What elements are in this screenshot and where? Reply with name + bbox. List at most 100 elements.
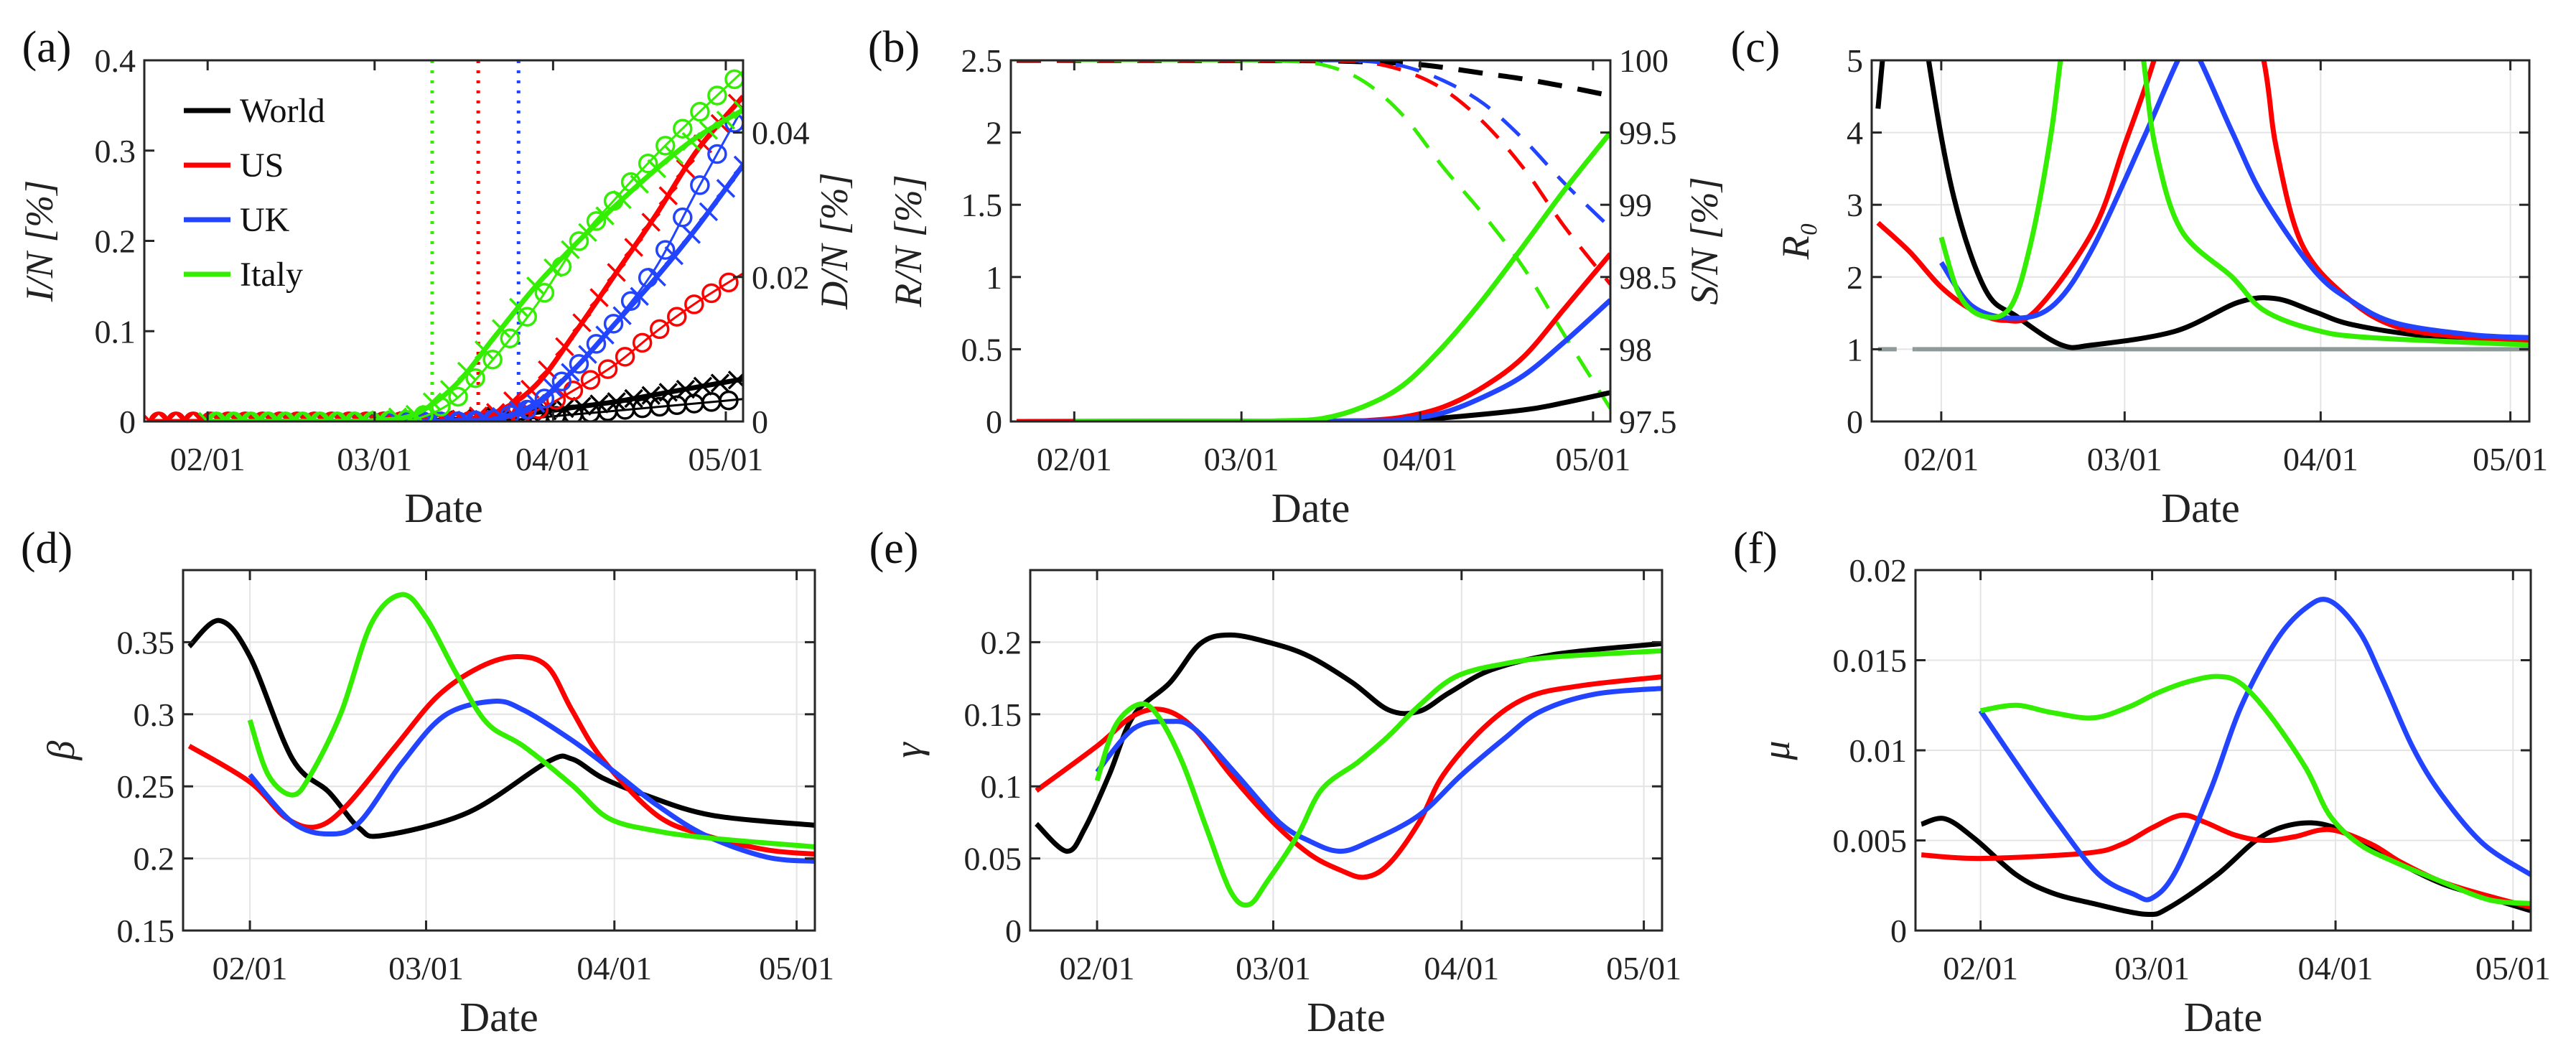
marker-circle-uk [620, 291, 641, 311]
y-tick-label: 0.3 [95, 133, 136, 169]
marker-x-us [572, 313, 592, 332]
series-line-us [149, 95, 743, 421]
marker-circle-us [355, 411, 376, 421]
marker-circle-us [286, 411, 307, 421]
x-tick-label: 04/01 [577, 950, 652, 987]
y2-tick-label: 0.02 [752, 259, 810, 296]
y2-tick-label: 98.5 [1619, 259, 1677, 296]
series-line-uk [1074, 298, 1610, 421]
marker-circle-uk [431, 411, 451, 421]
panel-label: (c) [1731, 23, 1781, 72]
y2-tick-label: 99.5 [1619, 115, 1677, 151]
panel-label: (d) [21, 524, 73, 573]
marker-circle-uk [673, 208, 693, 228]
marker-circle-italy [551, 256, 572, 276]
marker-x-us [538, 360, 557, 380]
marker-x-us [589, 288, 609, 307]
marker-circle-us [166, 411, 186, 421]
marker-circle-italy [500, 328, 520, 349]
marker-circle-italy [655, 136, 676, 156]
marker-x-italy [664, 145, 684, 165]
marker-circle-uk [638, 268, 658, 288]
panel-label: (f) [1733, 524, 1778, 573]
marker-circle-italy [534, 282, 555, 303]
legend-entry-uk: UK [240, 201, 290, 239]
x-tick-label: 02/01 [1037, 441, 1112, 477]
x-tick-label: 03/01 [337, 441, 412, 477]
axes-box [1870, 59, 2531, 423]
y-tick-label: 0.1 [95, 313, 136, 350]
marker-x-us [607, 263, 626, 282]
y2-tick-label: 98 [1619, 331, 1652, 368]
panel-c: 02/01 03/01 04/01 05/01 0 1 2 3 4 5 Date R₀ (c) [1731, 23, 2548, 531]
y-tick-label: 0.1 [981, 768, 1022, 805]
y-tick-label: 2 [1847, 259, 1863, 296]
marker-x-uk [699, 202, 719, 222]
panel-b: 02/01 03/01 04/01 05/01 0 0.5 1 1.5 2 2.5 97.5 98 98… [868, 23, 1726, 531]
y-tick-label: 0 [1847, 404, 1863, 440]
y-tick-label: 0.25 [117, 768, 175, 805]
marker-circle-italy [241, 411, 261, 421]
marker-x-italy [197, 411, 218, 421]
y-tick-label: 0.2 [134, 841, 175, 877]
y2-tick-label: 97.5 [1619, 404, 1677, 440]
y-tick-label: 0.4 [95, 42, 136, 79]
x-tick-label: 04/01 [2298, 950, 2374, 987]
marker-circle-world [719, 390, 739, 411]
y-tick-label: 0.15 [964, 696, 1022, 733]
y-tick-label: 0.2 [981, 624, 1022, 661]
marker-circle-uk [569, 354, 589, 374]
y-tick-label: 0.02 [1849, 552, 1908, 589]
y-tick-label: 0 [986, 404, 1002, 440]
legend-entry-italy: Italy [240, 256, 303, 294]
y2-axis-title: S/N [%] [1683, 177, 1726, 305]
marker-circle-us [269, 411, 290, 421]
y-axis-title: I/N [%] [18, 180, 61, 303]
y-tick-label: 2 [986, 115, 1002, 151]
x-tick-label: 03/01 [2114, 950, 2190, 987]
y-tick-label: 3 [1847, 187, 1863, 223]
marker-x-us [641, 213, 661, 232]
marker-circle-italy [292, 411, 313, 421]
y-tick-label: 1 [986, 259, 1002, 296]
x-tick-label: 02/01 [170, 441, 246, 477]
y-axis-title: β [39, 740, 83, 760]
panel-label: (e) [869, 524, 919, 573]
y-axis-title: R₀ [1774, 223, 1817, 261]
series-line-us [1876, 60, 2529, 342]
marker-x-italy [733, 100, 743, 120]
y2-tick-label: 0 [752, 404, 768, 440]
marker-circle-us [649, 319, 670, 340]
marker-circle-italy [275, 411, 296, 421]
x-tick-label: 02/01 [213, 950, 288, 987]
marker-circle-italy [638, 153, 658, 174]
x-axis-title: Date [1307, 994, 1386, 1040]
marker-x-uk [664, 246, 684, 266]
y-tick-label: 0 [119, 404, 136, 440]
marker-x-italy [457, 361, 477, 381]
marker-x-italy [647, 159, 666, 179]
y-tick-label: 0.5 [961, 331, 1003, 368]
y-tick-label: 1 [1847, 331, 1863, 368]
series-line-uk [248, 698, 815, 864]
marker-circle-italy [465, 368, 485, 388]
series-line-us [1016, 252, 1610, 421]
x-tick-label: 03/01 [1236, 950, 1311, 987]
series-line-uk [1938, 60, 2529, 340]
marker-x-italy [491, 319, 511, 338]
x-tick-label: 04/01 [1424, 950, 1499, 987]
series-line-italy [1094, 648, 1662, 908]
marker-x-uk [716, 179, 736, 198]
panel-e: 02/01 03/01 04/01 05/01 0 0.05 0.1 0.15 0.2 Date γ… [869, 524, 1681, 1040]
marker-circle-italy [673, 118, 693, 139]
marker-circle-us [252, 411, 273, 421]
marker-circle-uk [500, 405, 520, 421]
marker-circle-us [218, 411, 238, 421]
series-line-italy [1938, 60, 2529, 348]
series-line-us [1921, 812, 2531, 910]
y2-tick-label: 0.04 [752, 115, 810, 151]
x-tick-label: 03/01 [1204, 441, 1279, 477]
marker-circle-us [719, 272, 739, 293]
marker-x-world [607, 392, 626, 411]
panel-label: (b) [868, 23, 920, 72]
